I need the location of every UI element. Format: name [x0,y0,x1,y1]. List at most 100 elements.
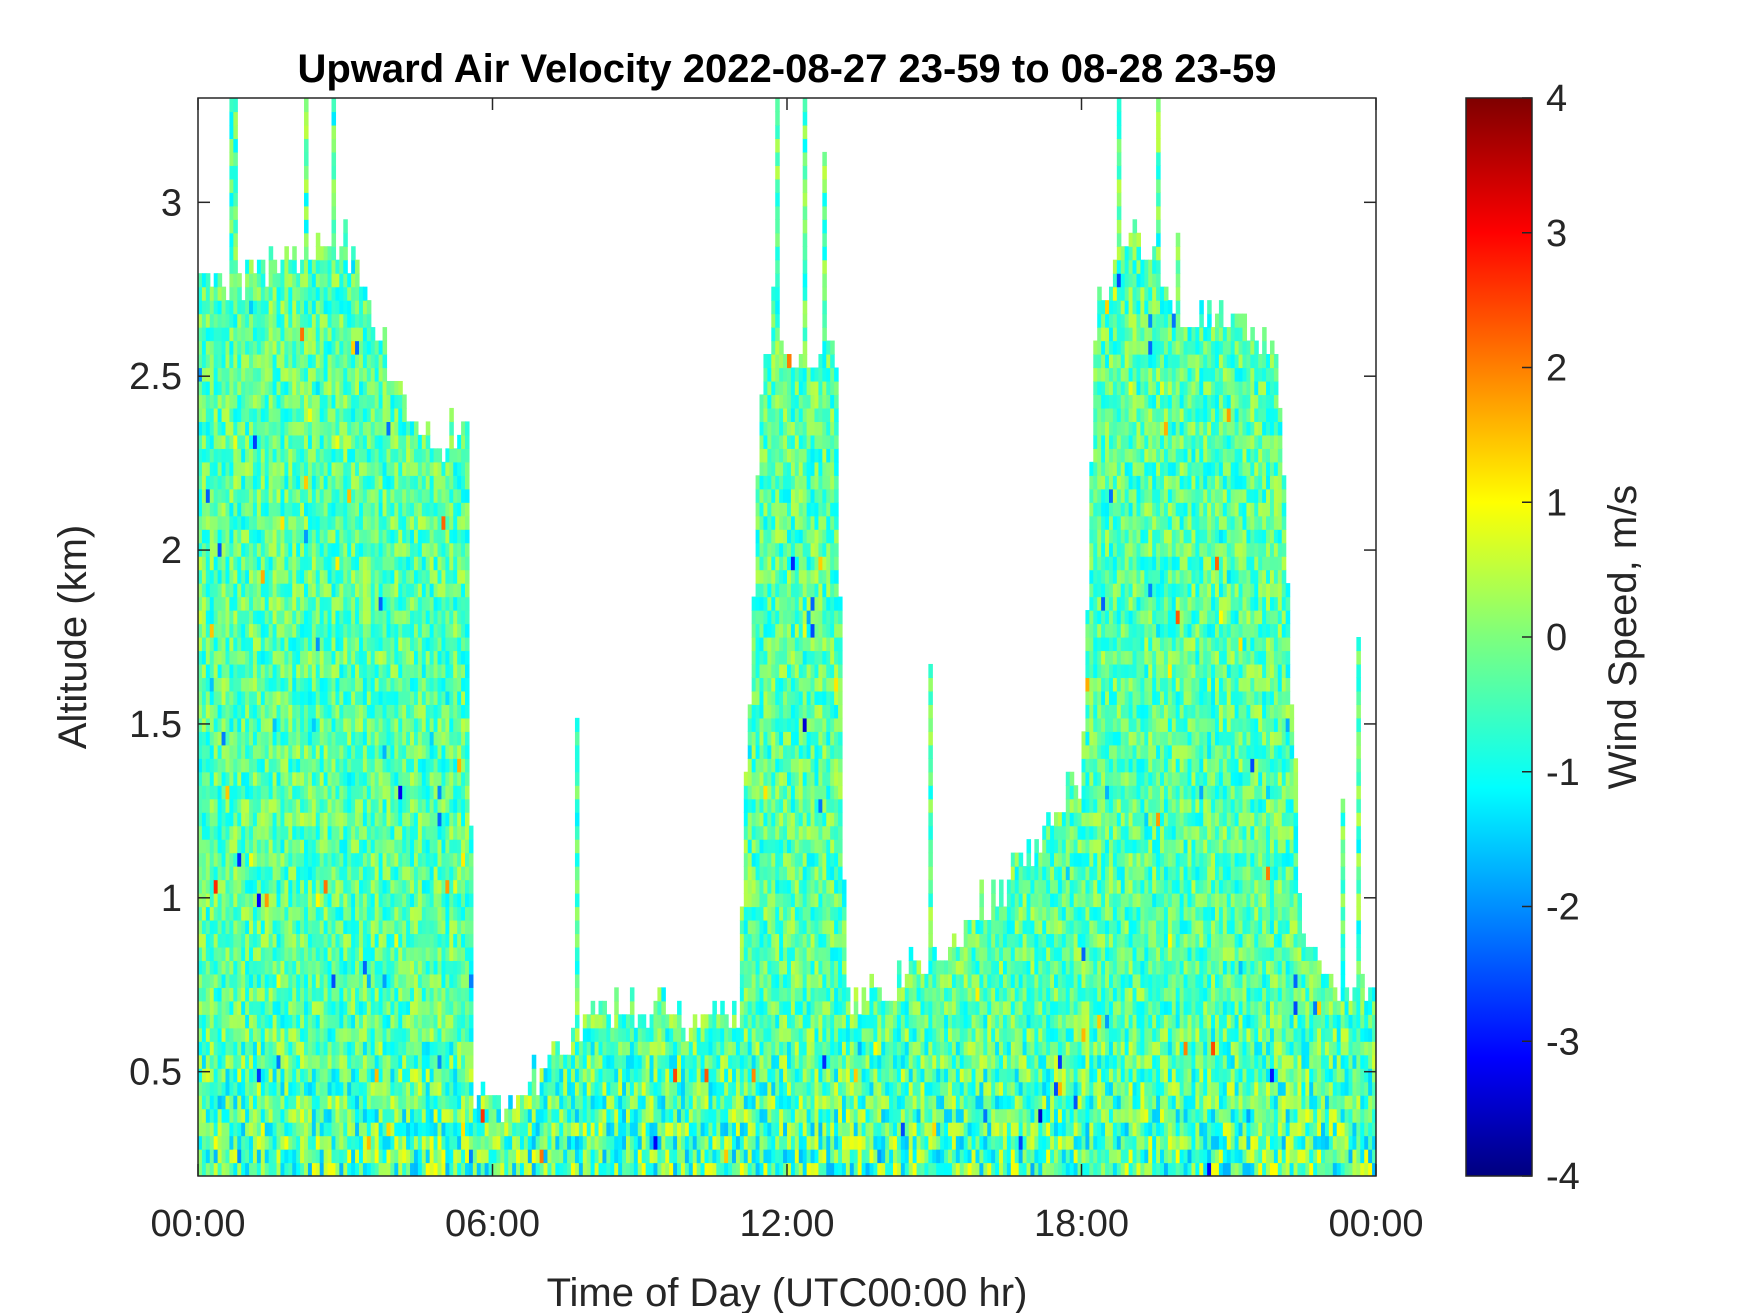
heatmap-cell [382,556,388,571]
heatmap-cell [406,1149,411,1164]
heatmap-cell [280,1027,285,1042]
heatmap-cell [370,785,376,800]
heatmap-cell [256,960,262,975]
heatmap-cell [307,515,313,530]
heatmap-cell [198,273,203,288]
heatmap-cell [461,866,466,881]
heatmap-cell [272,1095,278,1110]
heatmap-cell [406,919,411,935]
heatmap-cell [343,1081,348,1096]
heatmap-cell [272,583,278,598]
heatmap-cell [280,556,285,571]
heatmap-cell [319,1014,325,1029]
heatmap-cell [390,1108,395,1123]
heatmap-cell [378,825,384,840]
heatmap-cell [578,1041,584,1056]
heatmap-cell [622,1068,627,1083]
heatmap-cell [453,502,458,517]
heatmap-cell [339,893,344,908]
heatmap-cell [260,1054,266,1069]
heatmap-cell [221,502,227,517]
heatmap-cell [252,286,258,301]
heatmap-cell [378,434,384,449]
heatmap-cell [382,731,388,746]
heatmap-cell [445,502,450,517]
heatmap-cell [374,744,380,759]
heatmap-cell [225,313,231,328]
heatmap-cell [421,893,427,908]
heatmap-cell [472,1162,478,1176]
heatmap-cell [351,475,356,490]
heatmap-cell [201,919,207,935]
heatmap-cell [241,1041,246,1056]
heatmap-cell [425,879,431,894]
heatmap-cell [421,704,427,719]
heatmap-cell [331,421,337,436]
heatmap-cell [315,1068,321,1083]
heatmap-cell [292,421,297,436]
heatmap-cell [547,1054,552,1069]
heatmap-cell [382,1135,388,1150]
heatmap-cell [304,583,309,598]
heatmap-cell [343,542,348,557]
heatmap-cell [225,690,231,705]
heatmap-cell [256,286,262,301]
heatmap-cell [622,1054,627,1069]
heatmap-cell [323,973,329,988]
heatmap-cell [398,1162,403,1176]
heatmap-cell [213,1068,219,1083]
heatmap-cell [578,1162,584,1176]
heatmap-cell [370,866,376,881]
heatmap-cell [241,650,246,665]
heatmap-cell [331,785,337,800]
heatmap-cell [586,1095,592,1110]
heatmap-cell [213,1122,219,1137]
heatmap-cell [327,259,333,274]
heatmap-cell [237,785,242,800]
heatmap-cell [433,488,439,503]
heatmap-cell [410,475,415,490]
heatmap-cell [370,771,376,786]
heatmap-cell [551,1162,556,1176]
heatmap-cell [323,704,329,719]
heatmap-cell [358,502,364,517]
heatmap-cell [457,623,462,638]
heatmap-cell [237,313,242,328]
heatmap-cell [241,1162,246,1176]
heatmap-cell [260,744,266,759]
heatmap-cell [260,812,266,827]
heatmap-cell [245,919,250,935]
heatmap-cell [437,1108,443,1123]
heatmap-cell [209,300,215,315]
heatmap-cell [272,340,278,355]
heatmap-cell [355,771,360,786]
heatmap-cell [311,1122,317,1137]
heatmap-cell [386,637,392,652]
heatmap-cell [217,515,223,530]
heatmap-cell [323,987,329,1002]
heatmap-cell [229,798,234,813]
heatmap-cell [233,111,238,126]
heatmap-cell [209,717,215,732]
heatmap-cell [637,1108,643,1123]
heatmap-cell [315,812,321,827]
heatmap-cell [213,704,219,719]
heatmap-cell [339,407,344,422]
heatmap-cell [465,852,470,867]
heatmap-cell [394,380,399,396]
heatmap-cell [382,421,388,436]
heatmap-cell [441,771,446,786]
heatmap-cell [268,434,274,449]
heatmap-cell [410,1135,415,1150]
heatmap-cell [284,987,289,1002]
heatmap-cell [461,1149,466,1164]
heatmap-cell [582,1162,588,1176]
heatmap-cell [300,744,305,759]
heatmap-cell [390,461,395,476]
heatmap-cell [307,488,313,503]
heatmap-cell [351,1108,356,1123]
heatmap-cell [362,475,368,490]
heatmap-cell [221,300,227,315]
heatmap-cell [441,839,446,854]
heatmap-cell [245,731,250,746]
